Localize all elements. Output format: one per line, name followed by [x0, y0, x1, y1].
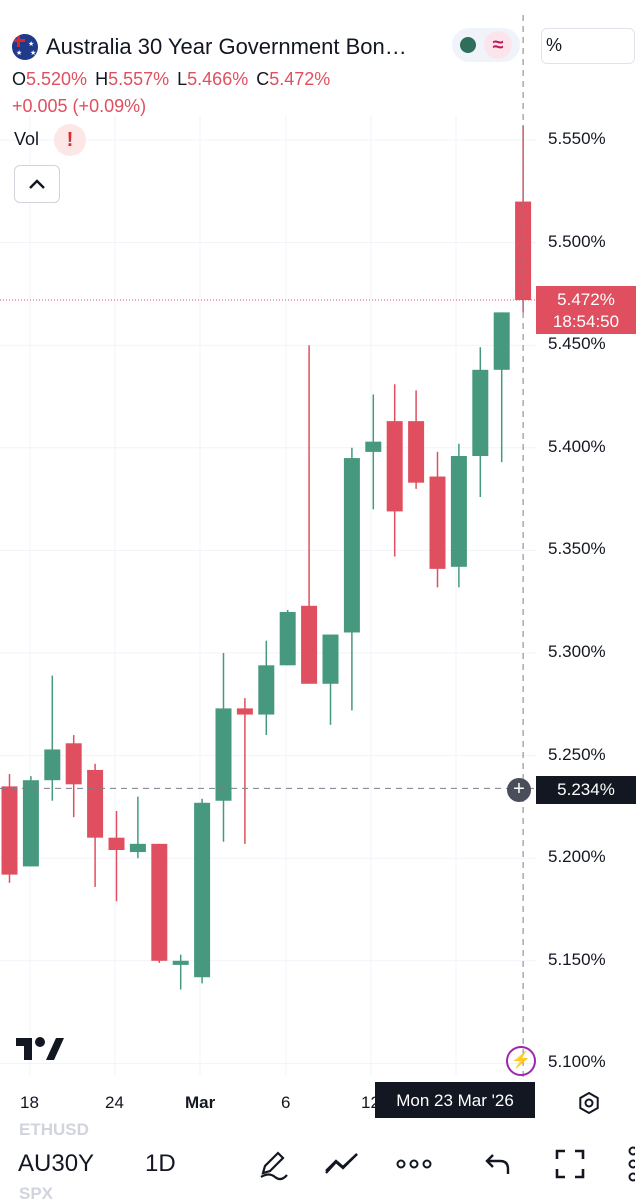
last-price: 5.472%: [557, 290, 615, 309]
low-value: 5.466%: [187, 69, 249, 89]
candle-body: [386, 421, 403, 512]
y-tick-label: 5.500%: [548, 231, 606, 251]
candle-body: [22, 780, 39, 867]
open-value: 5.520%: [26, 69, 88, 89]
candle-body: [194, 802, 211, 978]
draw-pencil-icon[interactable]: [252, 1144, 292, 1184]
settings-icon[interactable]: [576, 1090, 602, 1116]
chevron-up-icon: [29, 179, 45, 189]
x-tick-label: 18: [20, 1093, 39, 1112]
y-tick-label: 5.100%: [548, 1052, 606, 1072]
timeframe-button[interactable]: 1D: [145, 1150, 176, 1177]
candle-body: [108, 837, 125, 850]
bottom-toolbar: AU30Y 1D: [0, 1130, 642, 1200]
symbol-title[interactable]: Australia 30 Year Government Bon…: [46, 34, 407, 59]
x-tick-label: Mar: [185, 1093, 216, 1112]
status-pill[interactable]: ≈: [452, 28, 520, 62]
percent-scale-button[interactable]: %: [541, 28, 635, 64]
candle-body: [151, 843, 168, 961]
candle-body: [129, 843, 146, 853]
ohlc-readout: O5.520% H5.557% L5.466% C5.472%: [12, 69, 331, 89]
more-vertical-icon[interactable]: [618, 1144, 642, 1184]
last-price-tag: 5.472% 18:54:50: [536, 286, 636, 334]
collapse-button[interactable]: [14, 165, 60, 203]
more-icon[interactable]: [394, 1144, 434, 1184]
indicators-icon[interactable]: [322, 1144, 362, 1184]
candle-body: [343, 458, 360, 633]
y-tick-label: 5.350%: [548, 539, 606, 559]
candle-body: [365, 441, 382, 452]
y-tick-label: 5.450%: [548, 334, 606, 354]
x-tick-label: 24: [105, 1093, 124, 1112]
add-alert-icon[interactable]: +: [507, 778, 531, 802]
candle-body: [172, 960, 189, 965]
chart-header[interactable]: ★ ★ ★ Australia 30 Year Government Bon…: [12, 30, 407, 64]
crosshair-price-tag: 5.234%: [536, 776, 636, 804]
candle-body: [44, 749, 61, 781]
warning-icon[interactable]: !: [54, 124, 86, 156]
y-tick-label: 5.200%: [548, 847, 606, 867]
market-open-icon: [460, 37, 476, 53]
candle-body: [301, 605, 318, 684]
lightning-icon[interactable]: ⚡: [506, 1046, 536, 1076]
grid-lines: [0, 115, 536, 1075]
ghost-symbol-below: SPX: [19, 1184, 54, 1200]
candle-body: [279, 611, 296, 666]
candle-body: [450, 456, 467, 567]
australia-flag-icon: ★ ★ ★: [12, 34, 38, 60]
y-tick-label: 5.150%: [548, 949, 606, 969]
overlay-lines: [0, 15, 536, 1080]
candle-body: [258, 665, 275, 715]
y-tick-label: 5.400%: [548, 436, 606, 456]
undo-icon[interactable]: [478, 1144, 518, 1184]
symbol-button[interactable]: AU30Y: [18, 1150, 95, 1177]
y-tick-label: 5.250%: [548, 744, 606, 764]
candle-body: [493, 312, 510, 370]
candle-body: [408, 421, 425, 483]
change-value: +0.005 (+0.09%): [12, 96, 147, 116]
volume-label[interactable]: Vol: [14, 129, 40, 149]
candle-body: [322, 634, 339, 684]
wave-icon[interactable]: ≈: [484, 31, 512, 59]
candles: [1, 125, 532, 990]
candle-body: [236, 708, 253, 715]
bar-countdown: 18:54:50: [552, 312, 620, 331]
crosshair-date-tag: Mon 23 Mar '26: [375, 1082, 535, 1118]
candle-body: [215, 708, 232, 801]
tradingview-logo-icon: [16, 1037, 64, 1060]
x-tick-label: 6: [281, 1093, 291, 1112]
y-tick-label: 5.300%: [548, 642, 606, 661]
candle-body: [472, 369, 489, 457]
high-value: 5.557%: [108, 69, 170, 89]
ghost-symbol-above: ETHUSD: [19, 1120, 89, 1139]
candle-body: [87, 769, 104, 838]
close-value: 5.472%: [269, 69, 331, 89]
fullscreen-icon[interactable]: [550, 1144, 590, 1184]
candle-body: [65, 743, 82, 785]
candle-body: [1, 786, 18, 875]
candle-body: [429, 476, 446, 569]
y-tick-label: 5.550%: [548, 129, 606, 148]
